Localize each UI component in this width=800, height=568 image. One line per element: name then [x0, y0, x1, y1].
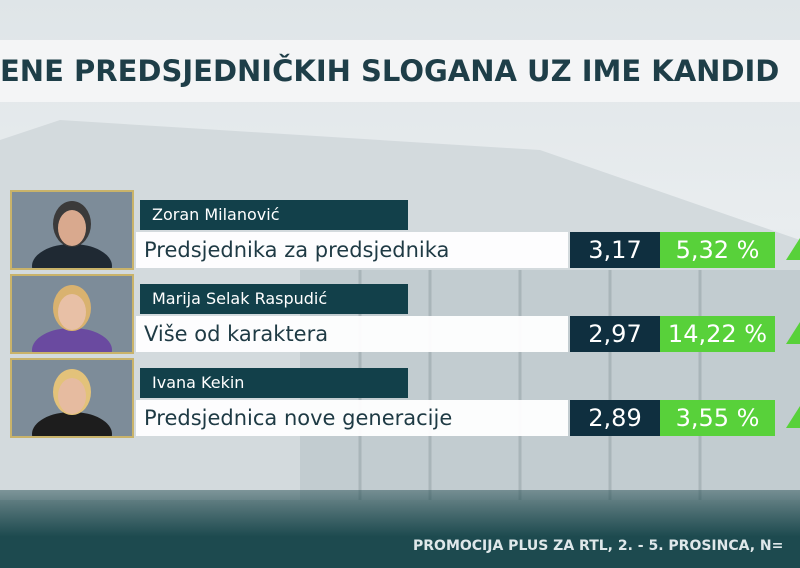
source: PROMOCIJA PLUS ZA RTL, 2. - 5. PROSINCA,…	[413, 538, 784, 554]
candidate-name: Zoran Milanović	[140, 200, 408, 230]
candidate-name: Marija Selak Raspudić	[140, 284, 408, 314]
candidate-photo	[10, 358, 134, 438]
title: ENE PREDSJEDNIČKIH SLOGANA UZ IME KANDID	[0, 40, 800, 102]
portrait	[12, 276, 132, 352]
candidate-photo	[10, 190, 134, 270]
up-arrow	[786, 322, 800, 344]
up-arrow	[786, 406, 800, 428]
candidate-name: Ivana Kekin	[140, 368, 408, 398]
change: 14,22 %	[660, 316, 775, 352]
score: 2,89	[570, 400, 660, 436]
slogan: Predsjednica nove generacije	[136, 400, 568, 436]
slogan: Predsjednika za predsjednika	[136, 232, 568, 268]
portrait	[12, 360, 132, 436]
up-arrow	[786, 238, 800, 260]
candidate-photo	[10, 274, 134, 354]
footer-band	[0, 490, 800, 568]
slogan: Više od karaktera	[136, 316, 568, 352]
change: 5,32 %	[660, 232, 775, 268]
change: 3,55 %	[660, 400, 775, 436]
portrait	[12, 192, 132, 268]
score: 3,17	[570, 232, 660, 268]
score: 2,97	[570, 316, 660, 352]
